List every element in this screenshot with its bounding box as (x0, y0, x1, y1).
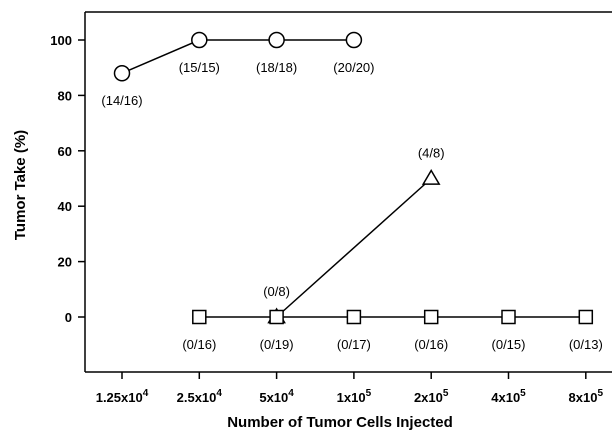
square-point (192, 309, 207, 325)
y-tick-label: 100 (50, 33, 72, 48)
circle-series-line (121, 39, 354, 74)
square-point (578, 309, 594, 325)
data-label: (15/15) (179, 60, 220, 75)
data-label: (0/15) (492, 337, 526, 352)
y-tick-label: 60 (58, 144, 72, 159)
x-tick-label: 2.5x104 (177, 388, 223, 405)
y-tick-label: 40 (58, 199, 72, 214)
x-tick-label: 2x105 (414, 388, 449, 405)
data-label: (0/8) (263, 284, 290, 299)
x-tick-label: 8x105 (569, 388, 604, 405)
circle-point (113, 64, 131, 82)
x-tick-label: 5x104 (259, 388, 294, 405)
x-axis-label: Number of Tumor Cells Injected (227, 414, 453, 431)
data-label: (0/17) (337, 337, 371, 352)
data-label: (0/13) (569, 337, 603, 352)
square-point (269, 309, 284, 325)
x-tick-label: 1x105 (337, 388, 372, 405)
square-point (423, 309, 439, 325)
triangle-series-line (276, 177, 432, 318)
chart-data-labels: (14/16) (15/15) (18/18) (20/20) (0/8) (4/8) (0… (101, 60, 602, 352)
triangle-point (421, 169, 441, 185)
data-label: (18/18) (256, 60, 297, 75)
circle-point (345, 31, 363, 49)
x-tick-label: 1.25x104 (96, 388, 149, 405)
data-label: (14/16) (101, 93, 142, 108)
circle-point (268, 31, 285, 49)
square-point (501, 309, 516, 325)
data-label: (20/20) (333, 60, 374, 75)
data-label: (4/8) (418, 146, 445, 161)
y-tick-label: 80 (58, 88, 72, 103)
chart-series (113, 31, 594, 325)
chart-axes (84, 11, 612, 373)
square-point (346, 309, 362, 325)
data-label: (0/16) (414, 337, 448, 352)
data-label: (0/19) (260, 337, 294, 352)
circle-point (191, 31, 208, 49)
x-tick-label: 4x105 (491, 388, 526, 405)
chart-ticks: 0 20 40 60 80 100 1.25x104 2.5x104 5x104 1x105 2x1… (50, 33, 603, 405)
y-axis-label: Tumor Take (%) (12, 130, 29, 240)
y-tick-label: 20 (58, 255, 72, 270)
y-tick-label: 0 (65, 310, 72, 325)
data-label: (0/16) (182, 337, 216, 352)
